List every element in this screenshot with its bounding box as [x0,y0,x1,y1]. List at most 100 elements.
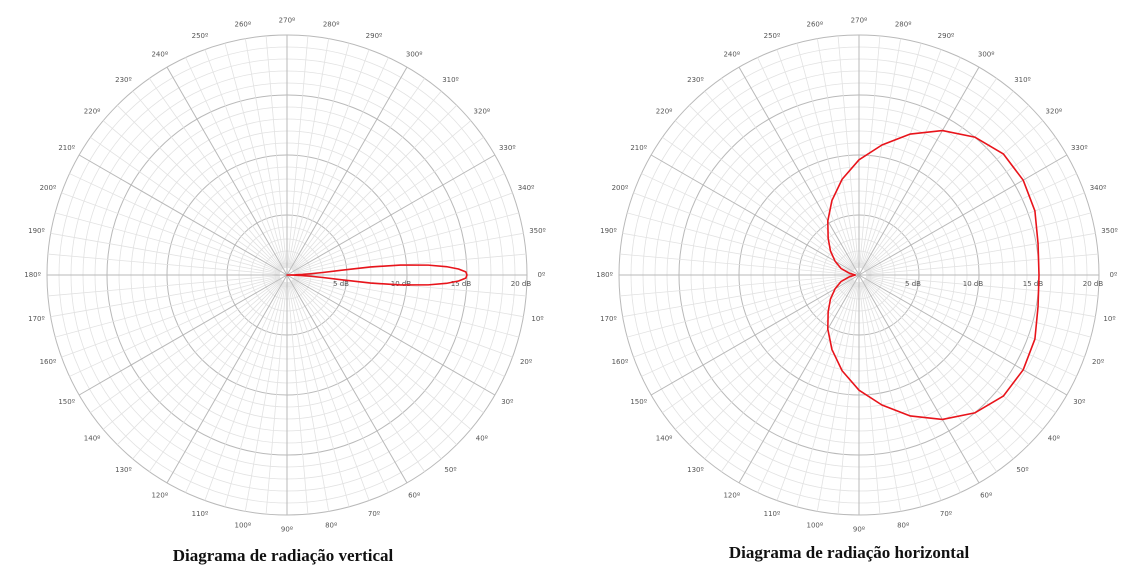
angle-tick-label: 80º [325,522,337,530]
minor-spoke [291,280,442,460]
angle-tick-label: 150º [58,398,75,406]
radial-tick-label: 15 dB [1023,280,1044,288]
angle-tick-label: 300º [406,51,423,59]
minor-spoke [837,35,859,268]
major-spoke [858,274,1068,396]
angle-tick-label: 180º [596,271,613,279]
angle-tick-label: 60º [980,491,992,499]
minor-spoke [291,279,457,445]
angle-tick-label: 210º [630,144,647,152]
minor-spoke [837,282,859,515]
minor-spoke [291,90,442,270]
minor-spoke [674,120,854,271]
major-spoke [858,274,980,484]
minor-spoke [776,281,857,501]
minor-spoke [641,277,853,377]
minor-spoke [865,212,1091,274]
radial-tick-label: 20 dB [1083,280,1104,288]
minor-spoke [204,281,285,501]
minor-spoke [185,281,285,493]
minor-spoke [796,281,858,507]
major-spoke [286,154,496,276]
minor-spoke [796,43,858,269]
angle-tick-label: 130º [115,466,132,474]
minor-spoke [863,279,1029,445]
angle-tick-label: 350º [1101,227,1118,235]
minor-spoke [90,278,282,413]
angle-tick-label: 30º [501,398,513,406]
angle-tick-label: 270º [279,17,296,25]
minor-spoke [102,120,282,271]
angle-tick-label: 170º [600,315,617,323]
angle-tick-label: 80º [897,522,909,530]
angle-tick-label: 230º [115,76,132,84]
minor-spoke [704,90,855,270]
minor-spoke [292,278,484,413]
radial-tick-label: 5 dB [333,280,349,288]
angle-tick-label: 140º [84,435,101,443]
minor-spoke [287,35,309,268]
angle-tick-label: 110º [192,510,209,518]
minor-spoke [864,137,1056,272]
minor-spoke [757,281,857,493]
angle-tick-label: 160º [40,358,57,366]
angle-tick-label: 10º [531,315,543,323]
minor-spoke [69,277,281,377]
minor-spoke [633,192,853,273]
minor-spoke [288,43,350,269]
minor-spoke [862,280,997,472]
minor-spoke [287,282,309,515]
minor-spoke [861,57,961,269]
minor-spoke [622,232,852,275]
angle-tick-label: 190º [28,227,45,235]
minor-spoke [865,276,1091,338]
radiation-pattern-line [286,264,468,286]
minor-spoke [185,57,285,269]
angle-tick-label: 100º [234,522,251,530]
chart-title: Diagrama de radiação horizontal [728,543,970,562]
major-spoke [78,154,288,276]
minor-spoke [61,192,281,273]
angle-tick-label: 120º [723,491,740,499]
angle-tick-label: 290º [938,32,955,40]
polar-plot: 0º 10º 20º 30º 40º 50º 60º 70º 80º 90º 100º 110º 120… [24,17,546,534]
minor-spoke [859,38,902,268]
minor-spoke [117,279,283,445]
minor-spoke [293,173,505,273]
minor-spoke [619,253,852,275]
angle-tick-label: 330º [499,144,516,152]
minor-spoke [627,276,853,338]
angle-tick-label: 20º [520,358,532,366]
minor-spoke [47,253,280,275]
angle-tick-label: 50º [444,466,456,474]
minor-spoke [50,232,280,275]
angle-tick-label: 10º [1103,315,1115,323]
minor-spoke [863,105,1029,271]
minor-spoke [861,281,942,501]
major-spoke [166,274,288,484]
minor-spoke [292,279,472,430]
minor-spoke [619,275,852,297]
minor-spoke [866,232,1096,275]
minor-spoke [864,278,1056,413]
minor-spoke [61,277,281,358]
horizontal-radiation-chart: 0º 10º 20º 30º 40º 50º 60º 70º 80º 90º 100º 110º 120… [566,0,1132,570]
minor-spoke [865,173,1077,273]
minor-spoke [704,280,855,460]
major-spoke [738,66,860,276]
minor-spoke [864,279,1044,430]
minor-spoke [864,120,1044,271]
angle-tick-label: 320º [1046,107,1063,115]
vertical-radiation-chart: 0º 10º 20º 30º 40º 50º 60º 70º 80º 90º 100º 110º 120… [24,17,546,565]
polar-plot: 0º 10º 20º 30º 40º 50º 60º 70º 80º 90º 100º 110º 120… [596,17,1118,534]
minor-spoke [863,280,1014,460]
angle-tick-label: 320º [474,107,491,115]
minor-spoke [290,280,425,472]
angle-tick-label: 250º [192,32,209,40]
angle-tick-label: 220º [84,107,101,115]
minor-spoke [149,78,284,270]
minor-spoke [265,35,287,268]
minor-spoke [291,105,457,271]
angle-tick-label: 180º [24,271,41,279]
angle-tick-label: 270º [851,17,868,25]
